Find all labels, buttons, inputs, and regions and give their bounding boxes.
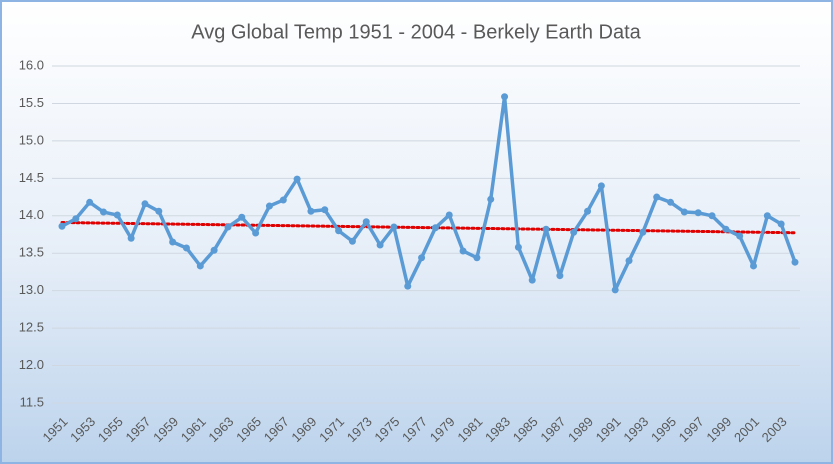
data-point — [127, 234, 135, 242]
data-point — [722, 225, 730, 233]
data-point — [750, 262, 758, 270]
y-tick-label: 15.0 — [19, 132, 44, 147]
data-point — [58, 222, 66, 230]
y-tick-label: 16.0 — [19, 57, 44, 72]
y-tick-label: 11.5 — [20, 394, 44, 409]
data-point — [570, 228, 578, 236]
trendline — [60, 221, 797, 235]
data-point — [487, 195, 495, 203]
data-point — [625, 257, 633, 265]
y-tick-label: 12.5 — [19, 320, 44, 335]
data-point — [210, 246, 218, 254]
data-point — [584, 207, 592, 215]
data-point — [431, 224, 439, 232]
chart-title: Avg Global Temp 1951 - 2004 - Berkely Ea… — [191, 21, 641, 43]
data-point — [528, 276, 536, 284]
data-point — [348, 237, 356, 245]
data-point — [542, 225, 550, 233]
data-point — [113, 211, 121, 219]
data-point — [224, 223, 232, 231]
data-point — [680, 208, 688, 216]
data-point — [556, 272, 564, 280]
data-point — [404, 282, 412, 290]
data-point — [418, 254, 426, 262]
data-point — [293, 175, 301, 183]
data-point — [335, 227, 343, 235]
data-point — [252, 229, 260, 237]
data-point — [653, 193, 661, 201]
data-point — [238, 213, 246, 221]
data-point — [141, 200, 149, 208]
data-point — [182, 244, 190, 252]
data-point — [196, 262, 204, 270]
data-point — [86, 198, 94, 206]
data-point — [169, 238, 177, 246]
data-point — [667, 198, 675, 206]
y-tick-label: 13.0 — [19, 282, 44, 297]
data-point — [307, 207, 315, 215]
data-point — [473, 254, 481, 262]
data-point — [763, 212, 771, 220]
data-point — [777, 220, 785, 228]
data-point — [99, 208, 107, 216]
data-point — [390, 223, 398, 231]
data-point — [611, 286, 619, 294]
data-point — [72, 215, 80, 223]
y-tick-label: 15.5 — [19, 95, 44, 110]
data-point — [279, 196, 287, 204]
y-tick-label: 13.5 — [19, 245, 44, 260]
data-point — [321, 206, 329, 214]
data-point — [708, 212, 716, 220]
data-point — [265, 202, 273, 210]
data-point — [445, 211, 453, 219]
data-point — [791, 258, 799, 266]
data-point — [376, 241, 384, 249]
data-point — [501, 93, 509, 101]
y-tick-label: 14.0 — [19, 207, 44, 222]
y-tick-label: 14.5 — [19, 170, 44, 185]
data-point — [694, 209, 702, 217]
data-point — [459, 247, 467, 255]
data-point — [597, 182, 605, 190]
data-point — [514, 243, 522, 251]
data-point — [155, 207, 163, 215]
data-point — [736, 232, 744, 240]
data-point — [362, 218, 370, 226]
y-tick-label: 12.0 — [19, 357, 44, 372]
data-point — [639, 228, 647, 236]
